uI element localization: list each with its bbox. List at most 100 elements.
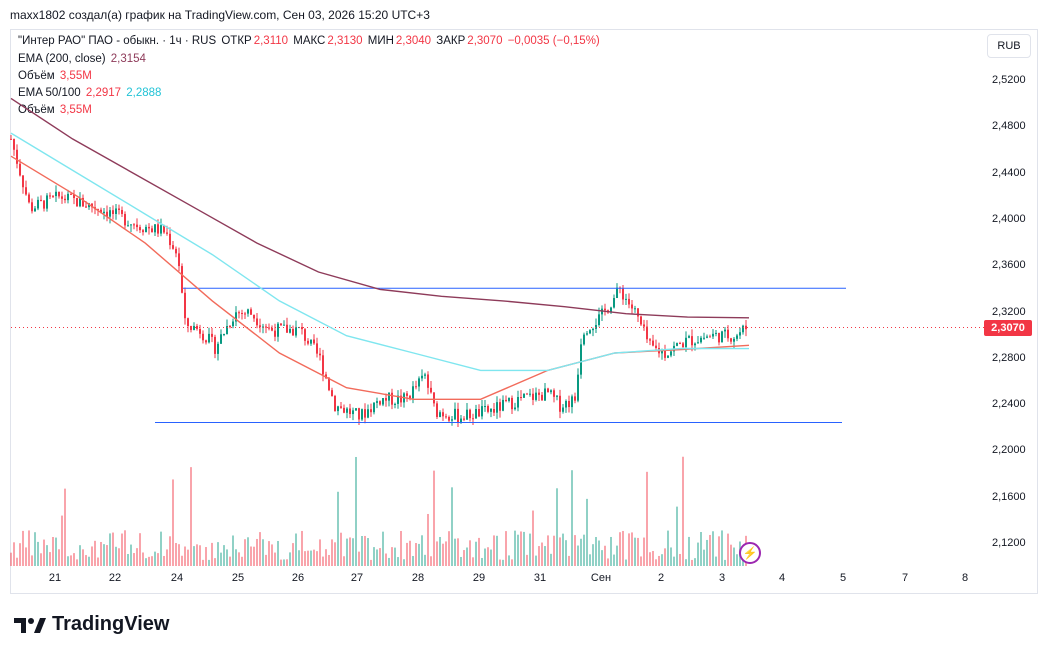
volume-bar <box>574 535 576 566</box>
volume-bar <box>646 471 648 566</box>
legend-volume2-row[interactable]: Объём 3,55M <box>18 104 94 116</box>
volume-bar <box>460 556 462 566</box>
candle-body <box>211 333 213 337</box>
volume-bar <box>25 547 27 566</box>
volume-bar <box>40 553 42 566</box>
volume-bar <box>697 542 699 566</box>
candle-body <box>595 325 597 329</box>
candle-body <box>142 230 144 233</box>
volume-bar <box>244 539 246 566</box>
candle-body <box>616 287 618 299</box>
volume-bar <box>601 550 603 566</box>
volume-bar <box>145 558 147 566</box>
volume-bar <box>298 550 300 566</box>
candle-body <box>628 298 630 305</box>
volume-bar <box>517 534 519 566</box>
volume-bar <box>277 540 279 566</box>
volume-bar <box>622 530 624 566</box>
candle-body <box>16 149 18 164</box>
candle-body <box>730 338 732 342</box>
candle-body <box>214 336 216 354</box>
candle-body <box>688 336 690 338</box>
volume-bar <box>478 537 480 566</box>
candle-body <box>532 393 534 400</box>
candle-body <box>400 395 402 403</box>
candle-body <box>307 340 309 344</box>
candle-body <box>337 406 339 412</box>
volume-bar <box>175 542 177 566</box>
ema200-value: 2,3154 <box>110 53 146 65</box>
volume-bar <box>301 530 303 566</box>
volume-bar <box>598 540 600 566</box>
candle-body <box>622 288 624 300</box>
volume2-value: 3,55M <box>59 104 92 116</box>
volume-bar <box>283 559 285 566</box>
candle-body <box>58 191 60 197</box>
volume-bar <box>73 553 75 566</box>
candle-body <box>445 416 447 418</box>
volume-bar <box>112 532 114 566</box>
volume-bar <box>523 531 525 566</box>
candle-body <box>442 412 444 417</box>
candle-body <box>487 406 489 412</box>
candle-body <box>526 393 528 395</box>
volume-bar <box>712 531 714 566</box>
volume-bar <box>154 551 156 566</box>
volume-bar <box>436 541 438 566</box>
legend-ema200-row[interactable]: EMA (200, close) 2,3154 <box>18 53 148 65</box>
candle-body <box>31 202 33 212</box>
volume-bar <box>166 549 168 566</box>
volume-bar <box>295 533 297 566</box>
volume-bar <box>310 550 312 566</box>
time-tick-label: 28 <box>411 572 425 584</box>
volume-bar <box>736 554 738 566</box>
volume-bar <box>403 559 405 566</box>
volume-bar <box>613 554 615 566</box>
volume-bar <box>196 544 198 566</box>
volume-bar <box>16 557 18 566</box>
candle-body <box>574 396 576 401</box>
volume-bar <box>319 539 321 566</box>
candle-body <box>187 318 189 327</box>
tv-logo-icon <box>14 617 46 633</box>
volume-bar <box>262 539 264 566</box>
candle-body <box>376 401 378 403</box>
legend-ema50100-row[interactable]: EMA 50/100 2,2917 2,2888 <box>18 87 163 99</box>
legend-volume-row[interactable]: Объём 3,55M <box>18 70 94 82</box>
volume-bar <box>388 557 390 566</box>
price-tick-label: 2,5200 <box>992 74 1026 86</box>
volume-bar <box>553 535 555 566</box>
close-label: ЗАКР <box>436 35 466 47</box>
volume-bar <box>211 542 213 566</box>
volume-bar <box>535 555 537 566</box>
candle-body <box>43 200 45 209</box>
candle-body <box>85 206 87 208</box>
volume-bar <box>304 551 306 566</box>
ema50100-label: EMA 50/100 <box>18 87 81 99</box>
candle-body <box>691 336 693 346</box>
volume-bar <box>619 532 621 566</box>
volume-bar <box>610 536 612 566</box>
candle-body <box>25 187 27 195</box>
volume-bar <box>118 548 120 566</box>
symbol-title[interactable]: "Интер РАО" ПАО - обыкн. · 1ч · RUS <box>18 35 217 47</box>
volume-bar <box>250 546 252 566</box>
volume-bar <box>160 531 162 566</box>
ema200-label: EMA (200, close) <box>18 53 106 65</box>
candle-body <box>367 409 369 418</box>
volume-bar <box>490 549 492 566</box>
time-tick-label: 7 <box>901 572 909 584</box>
candle-body <box>508 397 510 401</box>
candle-body <box>103 211 105 214</box>
candle-body <box>433 392 435 404</box>
candle-body <box>55 191 57 197</box>
tradingview-logo[interactable]: TradingView <box>12 613 169 636</box>
volume-bar <box>424 554 426 566</box>
currency-button[interactable]: RUB <box>987 34 1031 58</box>
price-tick-label: 2,2800 <box>992 351 1026 364</box>
lightning-icon[interactable]: ⚡ <box>739 542 761 564</box>
candle-body <box>406 393 408 396</box>
candle-body <box>121 210 123 214</box>
volume-bar <box>634 537 636 566</box>
